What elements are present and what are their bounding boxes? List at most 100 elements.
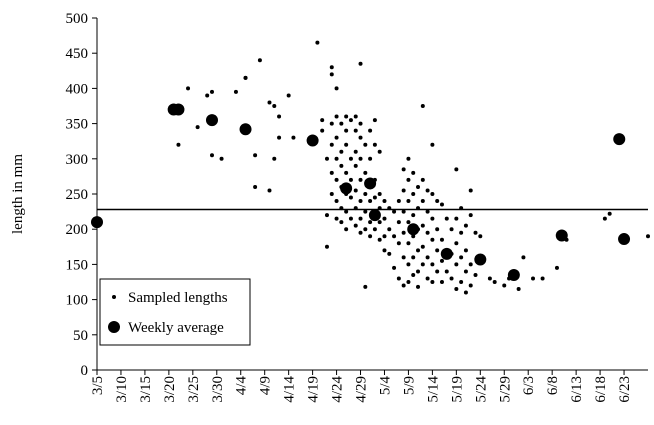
sample-point [339, 121, 344, 126]
sample-point [406, 280, 411, 284]
sample-point [253, 184, 258, 189]
sample-point [329, 142, 334, 147]
y-axis-label: length in mm [10, 154, 26, 234]
sample-point [646, 234, 650, 239]
sample-point [382, 248, 387, 253]
sample-point [176, 142, 181, 147]
average-point [91, 216, 103, 229]
y-tick-label: 400 [66, 81, 89, 97]
sample-point [420, 104, 425, 108]
sample-point [387, 251, 392, 256]
sample-point [439, 280, 444, 284]
sample-point [416, 206, 421, 211]
sample-point [329, 72, 334, 77]
sample-point [348, 216, 353, 221]
sample-point [377, 149, 382, 154]
legend-marker [112, 295, 116, 299]
sample-point [430, 262, 435, 267]
average-point [364, 177, 377, 190]
sample-point [463, 248, 468, 253]
x-tick-label: 3/30 [210, 376, 226, 403]
average-point [474, 253, 487, 266]
sample-point [387, 206, 392, 211]
sample-point [425, 209, 430, 214]
sample-point [353, 128, 358, 133]
x-tick-label: 6/3 [521, 376, 537, 395]
sample-point [348, 177, 353, 182]
x-tick-label: 5/24 [473, 376, 489, 403]
sample-point [372, 142, 377, 147]
sample-point [392, 209, 397, 214]
average-point [306, 134, 319, 147]
sample-point [353, 223, 358, 228]
sample-point [502, 283, 507, 288]
sample-point [430, 237, 435, 242]
sample-point [348, 195, 353, 200]
sample-point [396, 199, 401, 204]
sample-point [315, 40, 320, 45]
sample-point [468, 213, 473, 218]
sample-point [209, 89, 214, 94]
sample-point [353, 206, 358, 211]
sample-point [401, 230, 406, 235]
y-tick-label: 250 [66, 187, 89, 203]
average-point [407, 223, 420, 236]
x-tick-label: 6/8 [545, 376, 561, 395]
sample-point [377, 220, 382, 225]
x-tick-label: 6/13 [569, 376, 585, 403]
average-point [205, 114, 218, 127]
x-tick-label: 4/14 [282, 376, 298, 403]
sample-point [277, 114, 282, 119]
sample-point [454, 241, 459, 246]
x-tick-label: 3/5 [90, 376, 106, 395]
sample-point [291, 135, 296, 140]
sample-point [324, 213, 329, 218]
sample-point [382, 199, 387, 204]
x-tick-label: 6/23 [617, 376, 633, 403]
sample-point [372, 118, 377, 123]
average-point [172, 103, 185, 116]
y-tick-label: 450 [66, 46, 89, 62]
sample-point [454, 167, 459, 172]
sample-point [516, 287, 521, 292]
x-tick-label: 4/4 [234, 376, 250, 396]
sample-point [435, 269, 440, 274]
sample-point [339, 206, 344, 211]
sample-point [334, 199, 339, 204]
sample-point [396, 241, 401, 246]
sample-point [521, 255, 526, 260]
sample-point [334, 177, 339, 182]
sample-point [363, 209, 368, 214]
sample-point [368, 199, 373, 204]
sample-point [607, 211, 612, 216]
sample-point [459, 230, 464, 235]
sample-point [382, 216, 387, 221]
sample-point [444, 269, 449, 274]
sample-point [406, 177, 411, 182]
sample-point [411, 255, 416, 260]
legend-marker [108, 321, 120, 333]
sample-point [449, 227, 454, 232]
sample-point [425, 276, 430, 281]
sample-point [449, 276, 454, 281]
sample-point [368, 156, 373, 161]
sample-point [554, 265, 559, 270]
sample-point [435, 199, 440, 204]
sample-point [396, 276, 401, 281]
sample-point [430, 216, 435, 221]
sample-point [540, 276, 545, 281]
sample-point [411, 272, 416, 277]
sample-point [324, 156, 329, 161]
sample-point [416, 248, 421, 253]
x-tick-label: 5/9 [401, 376, 417, 395]
sample-point [272, 104, 277, 108]
average-point [368, 209, 381, 222]
sample-point [439, 202, 444, 207]
sample-point [363, 227, 368, 232]
sample-point [329, 170, 334, 175]
sample-point [411, 192, 416, 196]
sample-point [353, 188, 358, 193]
legend-box [99, 278, 251, 346]
sample-point [459, 206, 464, 211]
